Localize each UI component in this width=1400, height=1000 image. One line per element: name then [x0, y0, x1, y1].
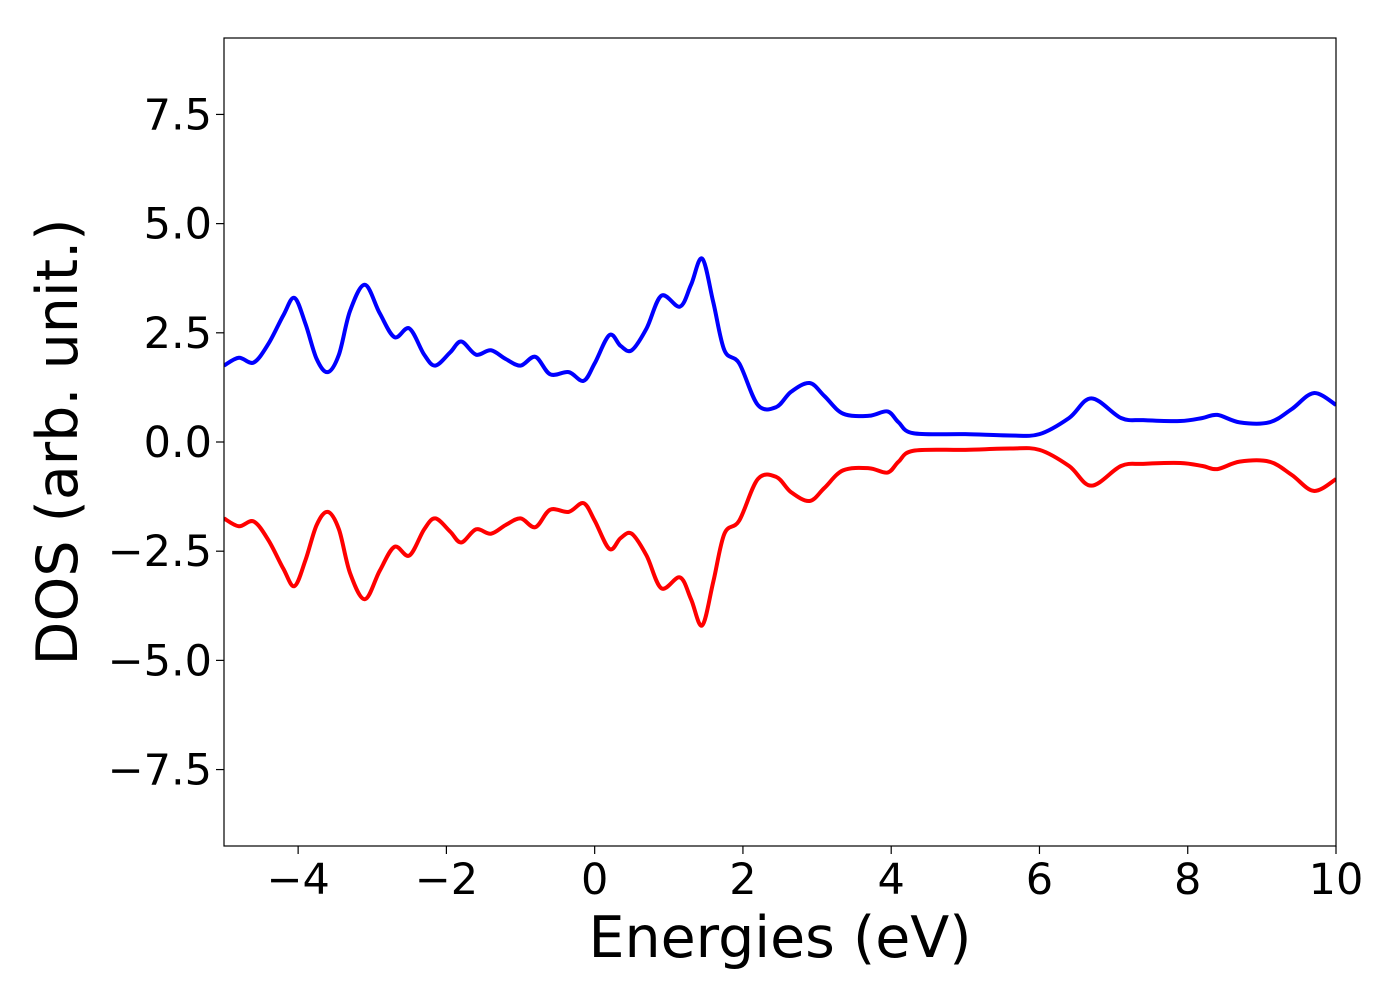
x-tick-label: −4: [266, 855, 329, 905]
y-tick-label: −2.5: [108, 527, 212, 577]
x-tick-label: 10: [1309, 855, 1364, 905]
y-axis-title: DOS (arb. unit.): [25, 219, 91, 666]
y-tick-label: 2.5: [144, 309, 212, 359]
x-axis-ticks: −4 −2 0 2 4 6 8 10: [266, 846, 1363, 905]
y-tick-label: −7.5: [108, 746, 212, 796]
y-tick-label: 0.0: [144, 418, 212, 468]
series-line-spin-down: [224, 446, 1336, 628]
x-tick-label: 4: [878, 855, 905, 905]
series-layer: [224, 256, 1336, 628]
x-axis-title: Energies (eV): [588, 905, 971, 971]
x-tick-label: 0: [581, 855, 608, 905]
y-axis-ticks: −7.5 −5.0 −2.5 0.0 2.5 5.0 7.5: [108, 90, 224, 796]
x-tick-label: 2: [729, 855, 756, 905]
x-tick-label: 6: [1026, 855, 1053, 905]
y-tick-label: 7.5: [144, 90, 212, 140]
x-tick-label: −2: [415, 855, 478, 905]
x-tick-label: 8: [1174, 855, 1201, 905]
y-tick-label: 5.0: [144, 200, 212, 250]
y-tick-label: −5.0: [108, 636, 212, 686]
plot-frame: [223, 37, 1337, 847]
series-line-spin-up: [224, 256, 1336, 438]
